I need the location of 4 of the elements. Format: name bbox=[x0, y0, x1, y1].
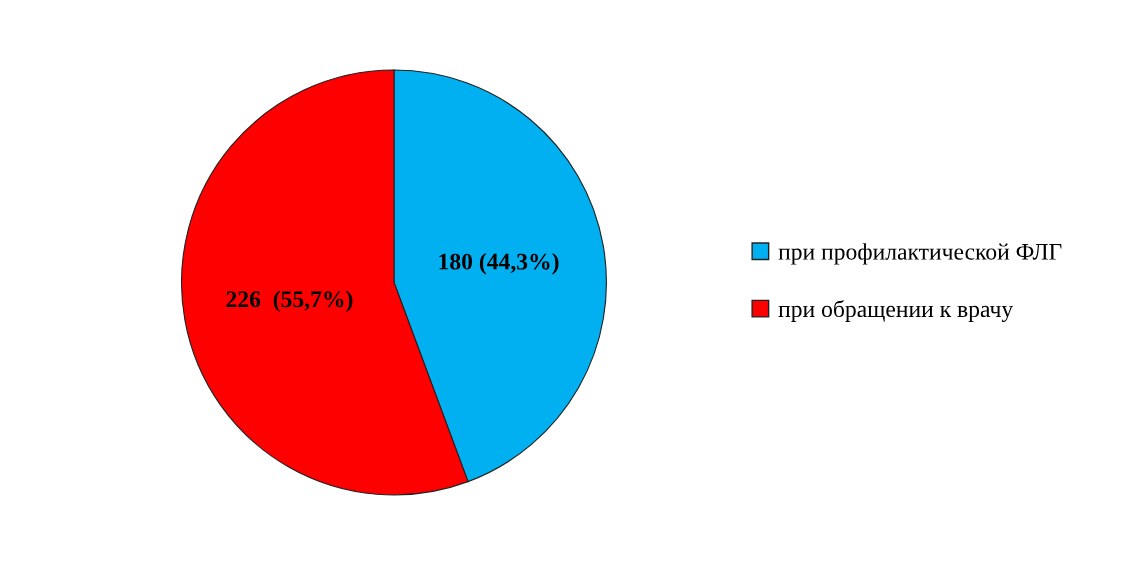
legend-label: при обращении к врачу bbox=[778, 299, 1014, 322]
legend-label: при профилактической ФЛГ bbox=[778, 243, 1062, 265]
data-label: 180 (44,3%) bbox=[439, 252, 559, 275]
data-label: 226 (55,7%) bbox=[226, 290, 353, 313]
